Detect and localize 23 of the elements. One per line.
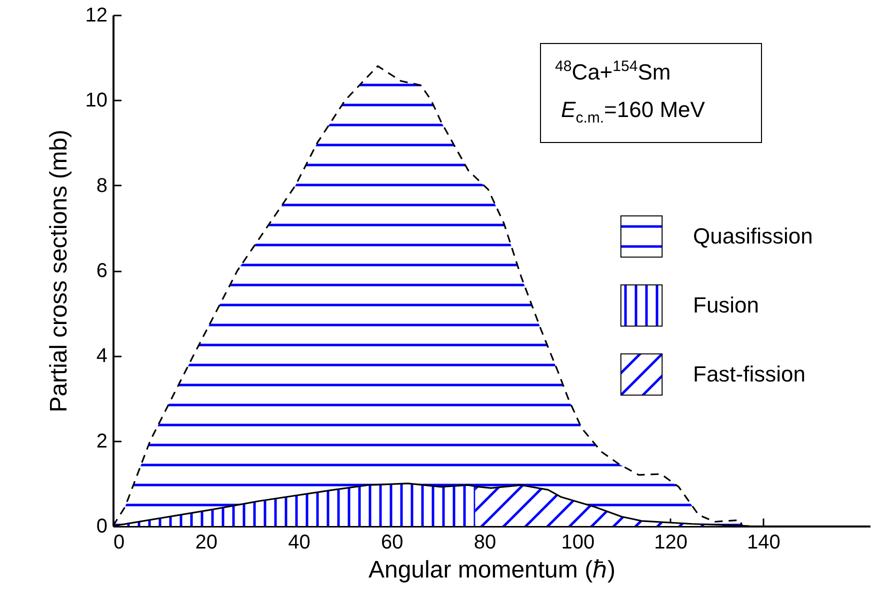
y-tick-label: 12 <box>85 4 108 26</box>
y-tick-label: 6 <box>96 260 108 282</box>
y-tick-label: 10 <box>85 90 108 112</box>
y-tick-label: 2 <box>96 430 108 452</box>
x-tick-label: 60 <box>381 532 404 554</box>
x-tick-label: 80 <box>474 532 496 554</box>
x-axis-title: Angular momentum (ℏ) <box>368 556 616 584</box>
legend-label: Fast-fission <box>693 362 806 386</box>
x-tick-label: 100 <box>561 532 595 554</box>
annotation: $^{48}$Ca+$^{154}$Sm <box>555 57 672 86</box>
y-tick-label: 0 <box>96 516 108 538</box>
y-axis-title: Partial cross sections (mb) <box>45 130 72 412</box>
y-tick-label: 4 <box>96 345 108 368</box>
x-tick-label: 140 <box>746 532 780 554</box>
annotation: E$_{c.m.}$=160 MeV <box>560 96 706 129</box>
x-tick-label: 40 <box>288 532 310 554</box>
x-tick-label: 120 <box>654 532 688 554</box>
y-tick-label: 8 <box>96 174 108 197</box>
text-box: $^{48}$Ca+$^{154}$Sm E$_{c.m.}$=160 MeV <box>540 43 762 143</box>
legend-label: Quasifission <box>693 224 813 248</box>
x-tick-label: 0 <box>114 532 125 554</box>
legend-label: Fusion <box>693 292 760 318</box>
x-tick-label: 20 <box>195 532 218 554</box>
